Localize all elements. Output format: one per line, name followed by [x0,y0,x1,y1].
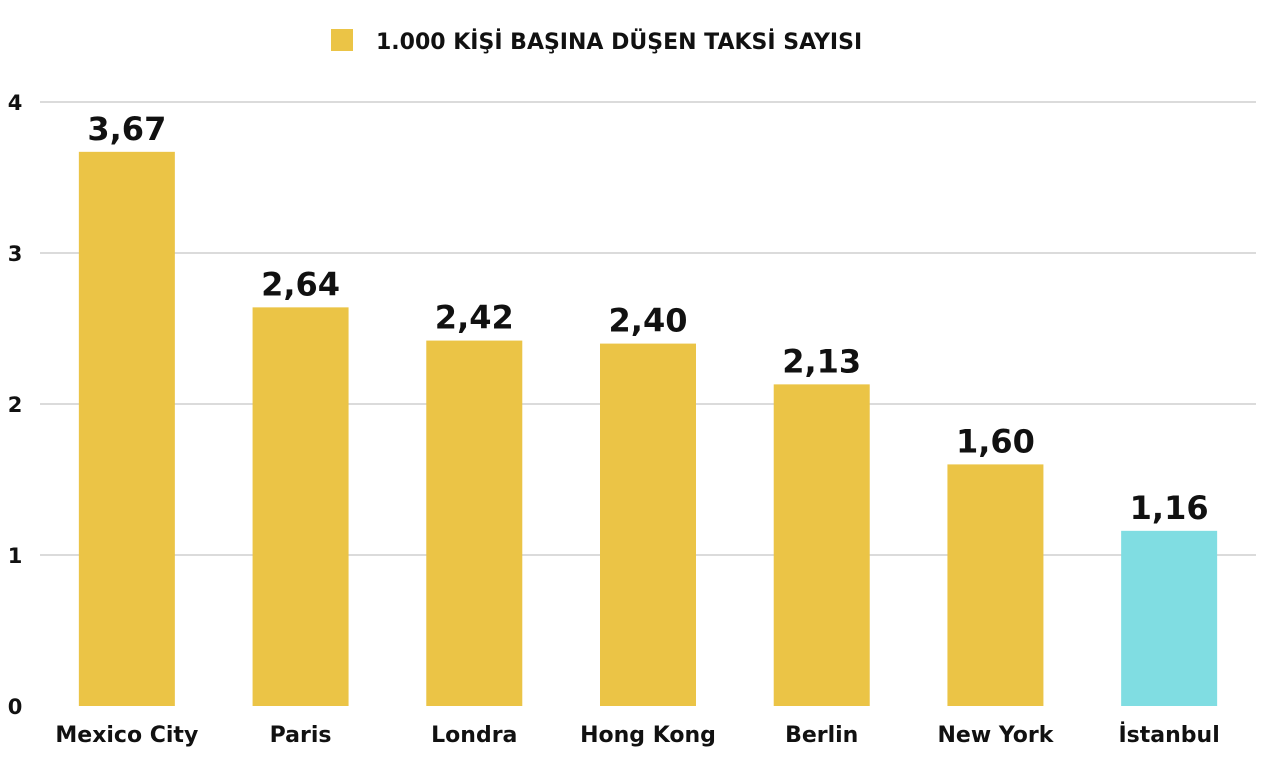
y-tick-label: 2 [8,393,23,417]
bar [1121,530,1218,706]
legend-swatch [331,29,353,51]
y-tick-label: 4 [8,91,23,115]
x-tick-label: İstanbul [1119,722,1220,748]
y-tick-label: 3 [8,242,23,266]
y-tick-label: 0 [8,695,23,719]
bar [600,343,696,706]
bar [426,340,523,706]
data-label: 2,42 [435,299,514,337]
bar [773,384,870,706]
x-tick-label: Londra [431,723,517,748]
y-tick-label: 1 [8,544,23,568]
data-label: 2,13 [782,342,861,380]
data-label: 2,40 [609,302,688,340]
data-labels: 3,67 2,64 2,42 2,40 2,13 1,60 1,16 [87,110,1208,527]
x-tick-label: Hong Kong [580,723,716,748]
x-tick-label: New York [938,723,1055,748]
x-tick-label: Paris [270,723,332,748]
x-tick-label: Mexico City [55,723,198,748]
bars [78,151,1218,706]
x-tick-label: Berlin [785,723,858,748]
data-label: 1,60 [956,422,1035,460]
data-label: 1,16 [1130,489,1209,527]
data-label: 3,67 [87,110,166,148]
y-axis-ticks: 0 1 2 3 4 [8,91,23,719]
chart-legend: 1.000 KİŞİ BAŞINA DÜŞEN TAKSİ SAYISI [331,29,862,55]
data-label: 2,64 [261,265,340,303]
bar [947,464,1044,706]
legend-label: 1.000 KİŞİ BAŞINA DÜŞEN TAKSİ SAYISI [376,29,862,55]
bar [252,307,349,706]
x-axis-ticks: Mexico City Paris Londra Hong Kong Berlin New… [55,722,1219,748]
bar [78,151,175,706]
